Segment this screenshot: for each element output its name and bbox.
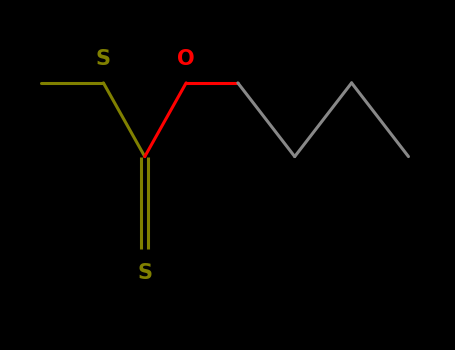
Text: S: S xyxy=(96,49,111,69)
Text: O: O xyxy=(177,49,195,69)
Text: S: S xyxy=(137,262,152,283)
